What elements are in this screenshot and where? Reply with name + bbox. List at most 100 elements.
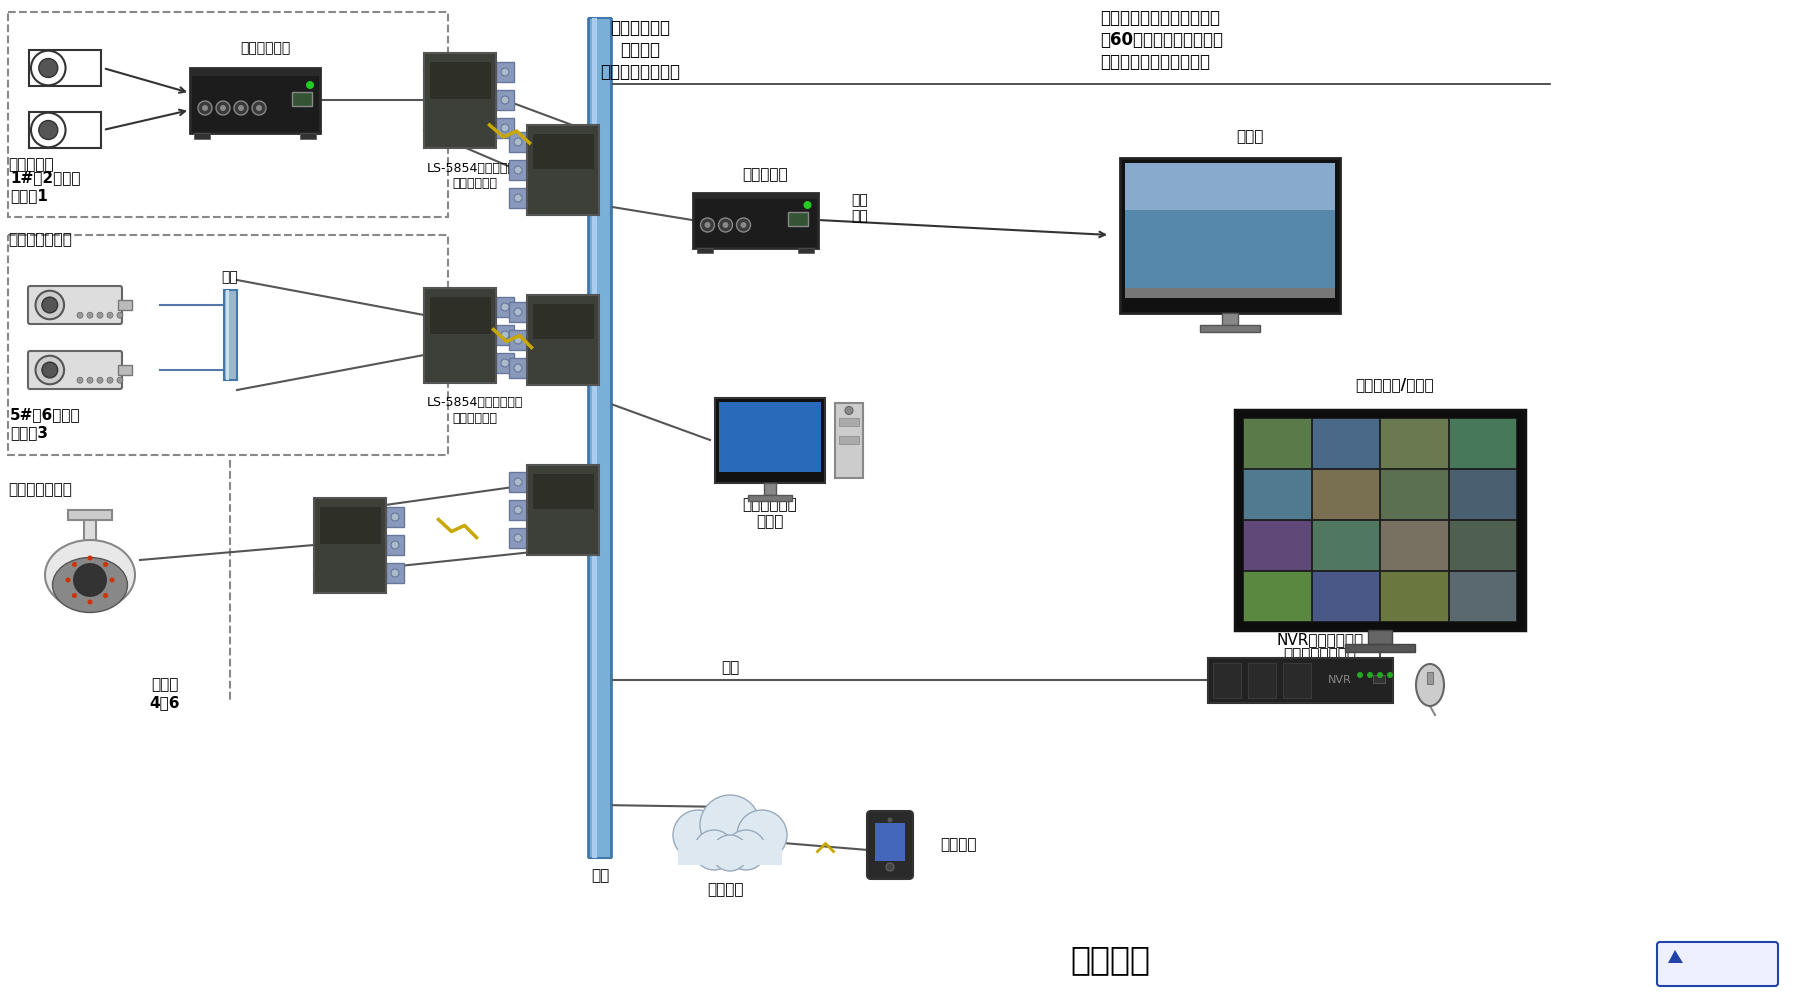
Bar — [496, 297, 514, 317]
Circle shape — [219, 105, 226, 111]
Bar — [1236, 410, 1525, 630]
Circle shape — [36, 291, 65, 319]
Circle shape — [501, 359, 508, 367]
Bar — [1212, 663, 1241, 697]
Bar — [1449, 571, 1516, 621]
Text: 视频
音频: 视频 音频 — [851, 193, 869, 223]
Text: 网络: 网络 — [221, 270, 239, 284]
Bar — [763, 483, 776, 495]
Circle shape — [711, 835, 747, 871]
Circle shape — [700, 795, 760, 855]
Circle shape — [722, 222, 729, 228]
Bar — [508, 330, 526, 350]
Bar — [508, 472, 526, 492]
Bar — [1379, 418, 1448, 468]
Text: 客户端: 客户端 — [756, 514, 783, 529]
Circle shape — [736, 810, 787, 860]
Bar — [1221, 313, 1237, 325]
Circle shape — [514, 506, 523, 514]
Bar — [532, 133, 594, 169]
Text: 监控区3: 监控区3 — [11, 426, 48, 441]
Bar — [508, 500, 526, 520]
Circle shape — [501, 96, 508, 104]
Bar — [1449, 418, 1516, 468]
Bar — [29, 50, 101, 86]
Bar — [1372, 675, 1385, 683]
FancyBboxPatch shape — [867, 811, 912, 879]
Circle shape — [887, 818, 893, 823]
Circle shape — [514, 478, 523, 486]
Circle shape — [117, 312, 122, 318]
Circle shape — [514, 194, 523, 202]
Bar — [787, 212, 808, 226]
Bar — [386, 535, 404, 555]
Text: 视频解码器: 视频解码器 — [742, 168, 788, 182]
Bar — [190, 67, 320, 133]
Text: 微波设备: 微波设备 — [620, 41, 659, 59]
Bar — [508, 358, 526, 378]
Bar — [496, 118, 514, 138]
Text: 互联网云: 互联网云 — [708, 882, 744, 897]
Circle shape — [72, 594, 77, 598]
Circle shape — [251, 101, 266, 115]
Circle shape — [844, 406, 853, 414]
Circle shape — [392, 541, 399, 549]
Bar — [1124, 163, 1334, 209]
Bar — [293, 92, 313, 106]
Circle shape — [77, 377, 83, 383]
Text: 监控中心: 监控中心 — [1070, 944, 1149, 977]
Circle shape — [198, 101, 212, 115]
Circle shape — [216, 101, 230, 115]
Circle shape — [514, 534, 523, 542]
Text: CAM: CAM — [57, 60, 95, 75]
Text: 大屏电视机/监视器: 大屏电视机/监视器 — [1356, 377, 1435, 392]
Bar — [1449, 520, 1516, 570]
Bar — [7, 12, 447, 217]
Ellipse shape — [52, 557, 128, 613]
Text: 高清网络摄像机: 高清网络摄像机 — [7, 232, 72, 247]
Circle shape — [1378, 672, 1383, 678]
Circle shape — [885, 863, 894, 871]
Circle shape — [726, 830, 767, 870]
Bar — [429, 60, 490, 99]
Bar — [532, 303, 594, 339]
Bar — [7, 235, 447, 455]
Bar — [223, 290, 237, 380]
Circle shape — [72, 562, 108, 598]
Text: LS-5854数字微波设备: LS-5854数字微波设备 — [427, 396, 523, 409]
FancyBboxPatch shape — [1658, 942, 1778, 986]
Circle shape — [693, 830, 735, 870]
Circle shape — [257, 105, 262, 111]
Bar — [508, 528, 526, 548]
Text: 1#: 1# — [709, 228, 731, 242]
Circle shape — [803, 201, 812, 209]
Circle shape — [305, 81, 314, 89]
Text: 4～6: 4～6 — [149, 695, 180, 710]
Circle shape — [117, 377, 122, 383]
Bar — [429, 296, 490, 334]
Bar — [1311, 469, 1379, 519]
Circle shape — [88, 555, 93, 560]
Bar — [587, 18, 612, 858]
Bar — [1345, 644, 1415, 652]
Circle shape — [514, 166, 523, 174]
Text: （含大容量硬盘）: （含大容量硬盘） — [1284, 648, 1356, 663]
Text: 显示屏: 显示屏 — [1236, 130, 1264, 145]
Bar — [593, 18, 596, 858]
Circle shape — [40, 58, 57, 77]
Circle shape — [86, 377, 93, 383]
Bar — [496, 90, 514, 110]
Text: 网线: 网线 — [720, 661, 740, 675]
Circle shape — [97, 377, 102, 383]
Circle shape — [514, 308, 523, 316]
Bar — [835, 402, 864, 478]
Bar — [1124, 163, 1334, 298]
Text: CAM: CAM — [57, 123, 95, 138]
Circle shape — [108, 312, 113, 318]
Bar — [320, 505, 381, 543]
Circle shape — [233, 101, 248, 115]
Text: 多路视频编码: 多路视频编码 — [241, 41, 291, 55]
Circle shape — [201, 105, 208, 111]
Bar — [314, 498, 386, 593]
Circle shape — [392, 513, 399, 521]
